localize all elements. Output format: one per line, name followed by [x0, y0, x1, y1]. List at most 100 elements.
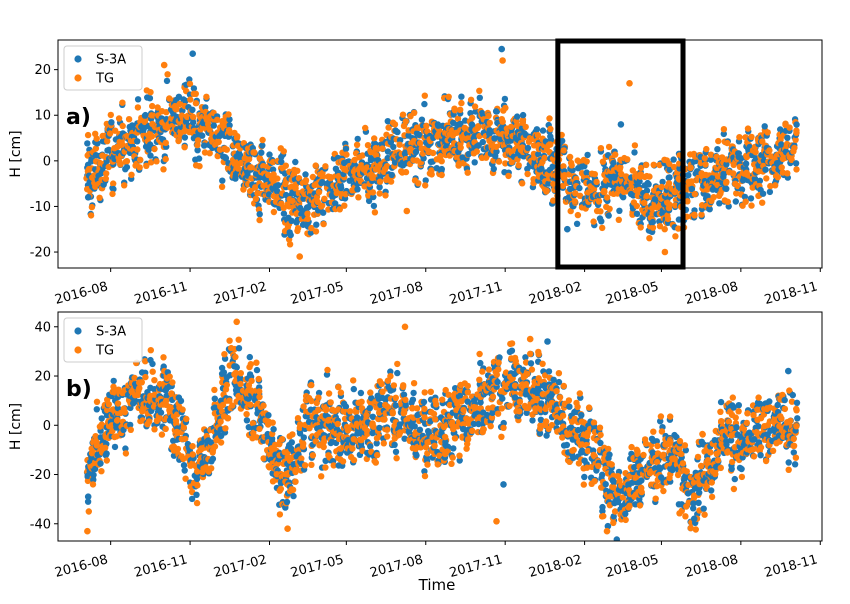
data-point-tg [473, 148, 480, 155]
data-point-tg [211, 386, 218, 394]
data-point-tg [319, 202, 326, 209]
data-point-s3a [97, 460, 104, 467]
data-point-s3a [685, 172, 692, 179]
data-point-tg [259, 136, 266, 144]
highlight-box [555, 38, 686, 270]
data-point-s3a [299, 221, 307, 228]
data-point-tg [89, 481, 97, 488]
data-point-tg [342, 191, 349, 198]
data-point-tg [457, 144, 464, 151]
data-point-s3a [766, 188, 774, 196]
data-point-tg [423, 122, 430, 129]
data-point-tg [471, 103, 479, 110]
data-point-tg [421, 414, 428, 421]
data-point-s3a [211, 404, 218, 411]
data-point-tg [199, 468, 206, 476]
data-point-s3a [270, 426, 277, 433]
data-point-s3a [606, 451, 613, 458]
data-point-s3a [784, 134, 791, 141]
data-point-tg [387, 373, 394, 380]
data-point-tg [289, 197, 296, 205]
data-point-tg [136, 385, 143, 392]
data-point-tg [85, 508, 93, 515]
data-point-tg [232, 369, 239, 377]
data-point-tg [166, 95, 173, 102]
data-point-s3a [569, 167, 576, 174]
data-point-tg [724, 139, 731, 147]
data-point-tg [488, 414, 496, 421]
data-point-s3a [92, 465, 99, 473]
data-point-s3a [226, 116, 233, 123]
data-point-s3a [146, 95, 154, 102]
data-point-s3a [199, 132, 206, 139]
data-point-s3a [468, 121, 476, 128]
data-point-tg [335, 383, 342, 391]
data-point-tg [710, 194, 717, 201]
data-point-tg [486, 119, 493, 127]
data-point-tg [92, 145, 100, 152]
data-point-tg [250, 429, 257, 437]
data-point-s3a [246, 353, 253, 361]
legend-box [63, 45, 143, 91]
data-point-tg [387, 178, 395, 185]
data-point-tg [322, 163, 329, 170]
data-point-tg [315, 188, 323, 196]
data-point-s3a [84, 140, 91, 147]
x-tick-label: 2018-05 [604, 279, 660, 308]
data-point-tg [596, 424, 604, 431]
data-point-tg [147, 159, 155, 166]
data-point-s3a [457, 120, 464, 128]
data-point-s3a [209, 455, 217, 462]
y-tick-label: 0 [43, 154, 51, 169]
data-point-tg [396, 141, 403, 148]
data-point-s3a [456, 392, 464, 400]
data-point-s3a [416, 131, 423, 138]
data-point-s3a [357, 389, 365, 397]
data-point-tg [196, 163, 203, 170]
data-point-tg [151, 377, 158, 384]
data-point-tg [568, 162, 575, 169]
data-point-tg [608, 461, 615, 468]
data-point-s3a [666, 174, 673, 181]
data-point-tg [394, 360, 401, 368]
data-point-tg [734, 182, 741, 190]
data-point-tg [383, 426, 391, 433]
data-point-s3a [222, 155, 230, 162]
data-point-tg [93, 135, 100, 142]
data-point-s3a [633, 210, 641, 217]
data-point-s3a [370, 202, 378, 210]
data-point-tg [764, 129, 771, 136]
data-point-tg [294, 225, 302, 232]
data-point-tg [590, 218, 597, 225]
data-point-tg [371, 209, 379, 216]
data-point-tg [276, 511, 284, 518]
data-point-tg [217, 439, 225, 446]
data-point-tg [151, 426, 158, 433]
data-point-s3a [581, 473, 588, 481]
data-point-tg [399, 111, 407, 118]
data-point-tg [320, 220, 327, 228]
data-point-tg [637, 224, 644, 231]
data-point-s3a [300, 434, 307, 441]
data-point-tg [412, 445, 419, 453]
data-point-s3a [555, 378, 563, 386]
data-point-tg [612, 151, 619, 158]
data-point-tg [343, 151, 350, 158]
data-point-tg [527, 350, 534, 357]
data-point-s3a [720, 130, 727, 138]
data-point-s3a [193, 475, 201, 482]
data-point-tg [92, 130, 99, 137]
data-point-tg [422, 182, 429, 189]
data-point-tg [502, 369, 510, 376]
data-point-s3a [305, 204, 312, 211]
data-point-s3a [714, 146, 721, 153]
data-point-tg [763, 175, 770, 182]
data-point-tg [786, 124, 793, 131]
data-point-tg [182, 475, 189, 482]
data-point-s3a [610, 159, 617, 167]
data-point-tg [434, 461, 441, 468]
data-point-tg [351, 156, 358, 164]
data-point-tg [193, 499, 201, 507]
data-point-tg [143, 162, 150, 169]
data-point-tg [566, 153, 574, 161]
